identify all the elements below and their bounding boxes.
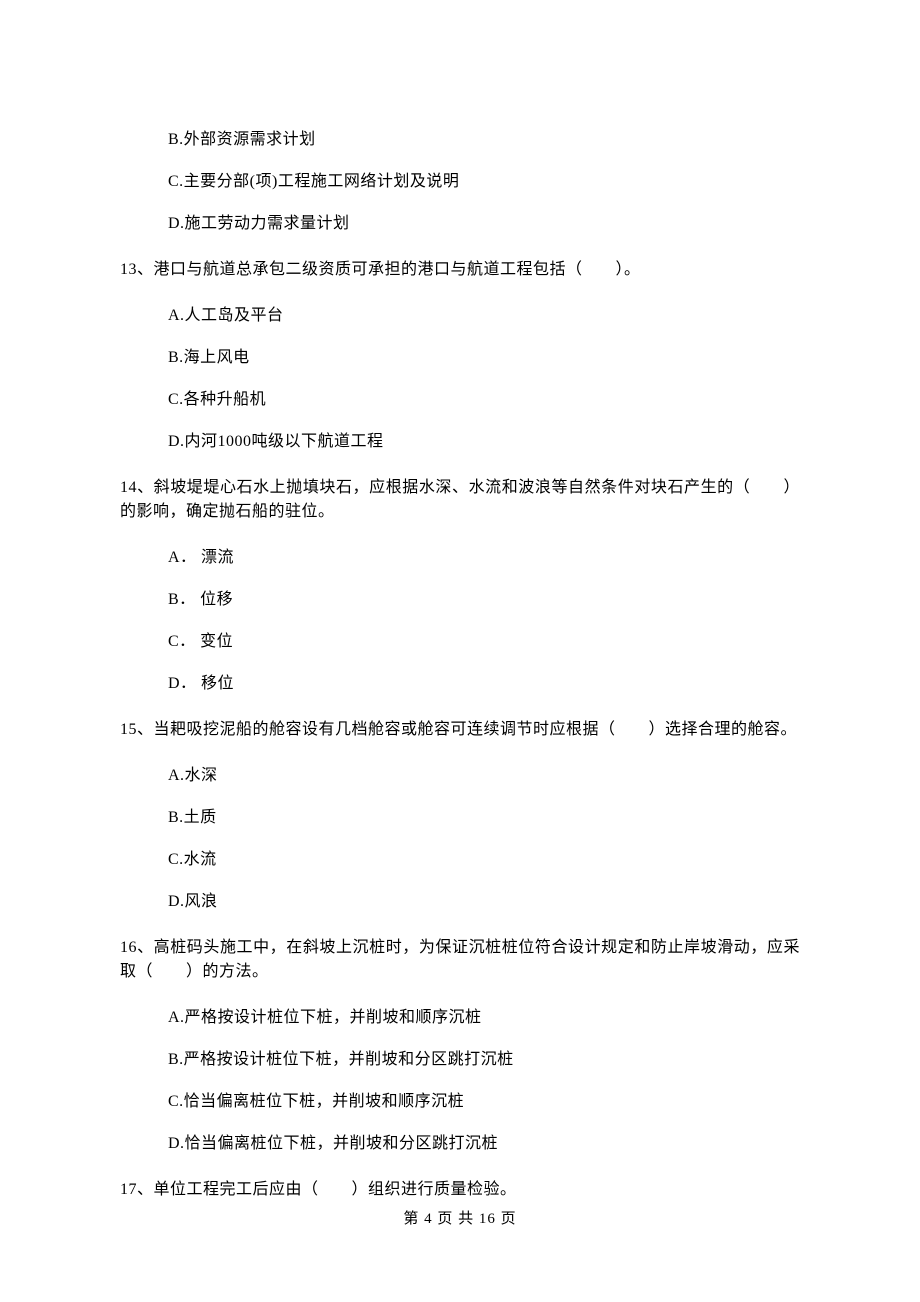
q16-option-d: D.恰当偏离桩位下桩，并削坡和分区跳打沉桩 bbox=[168, 1132, 800, 1156]
q15-option-c: C.水流 bbox=[168, 848, 800, 872]
q13-option-c: C.各种升船机 bbox=[168, 388, 800, 412]
q14-option-a: A． 漂流 bbox=[168, 546, 800, 570]
q13-option-b: B.海上风电 bbox=[168, 346, 800, 370]
option-b: B.外部资源需求计划 bbox=[168, 128, 800, 152]
q16-option-c: C.恰当偏离桩位下桩，并削坡和顺序沉桩 bbox=[168, 1090, 800, 1114]
q14-option-c: C． 变位 bbox=[168, 630, 800, 654]
question-13: 13、港口与航道总承包二级资质可承担的港口与航道工程包括（ ）。 bbox=[120, 258, 800, 282]
question-17: 17、单位工程完工后应由（ ）组织进行质量检验。 bbox=[120, 1178, 800, 1202]
q14-option-d: D． 移位 bbox=[168, 672, 800, 696]
question-16: 16、高桩码头施工中，在斜坡上沉桩时，为保证沉桩桩位符合设计规定和防止岸坡滑动，… bbox=[120, 936, 800, 984]
q16-option-b: B.严格按设计桩位下桩，并削坡和分区跳打沉桩 bbox=[168, 1048, 800, 1072]
q15-option-b: B.土质 bbox=[168, 806, 800, 830]
question-15: 15、当耙吸挖泥船的舱容设有几档舱容或舱容可连续调节时应根据（ ）选择合理的舱容… bbox=[120, 718, 800, 742]
q13-option-d: D.内河1000吨级以下航道工程 bbox=[168, 430, 800, 454]
question-14: 14、斜坡堤堤心石水上抛填块石，应根据水深、水流和波浪等自然条件对块石产生的（ … bbox=[120, 476, 800, 524]
document-page: B.外部资源需求计划 C.主要分部(项)工程施工网络计划及说明 D.施工劳动力需… bbox=[0, 0, 920, 1271]
option-c: C.主要分部(项)工程施工网络计划及说明 bbox=[168, 170, 800, 194]
q15-option-d: D.风浪 bbox=[168, 890, 800, 914]
q13-option-a: A.人工岛及平台 bbox=[168, 304, 800, 328]
q14-option-b: B． 位移 bbox=[168, 588, 800, 612]
page-footer: 第 4 页 共 16 页 bbox=[120, 1208, 800, 1231]
q16-option-a: A.严格按设计桩位下桩，并削坡和顺序沉桩 bbox=[168, 1006, 800, 1030]
q15-option-a: A.水深 bbox=[168, 764, 800, 788]
option-d: D.施工劳动力需求量计划 bbox=[168, 212, 800, 236]
